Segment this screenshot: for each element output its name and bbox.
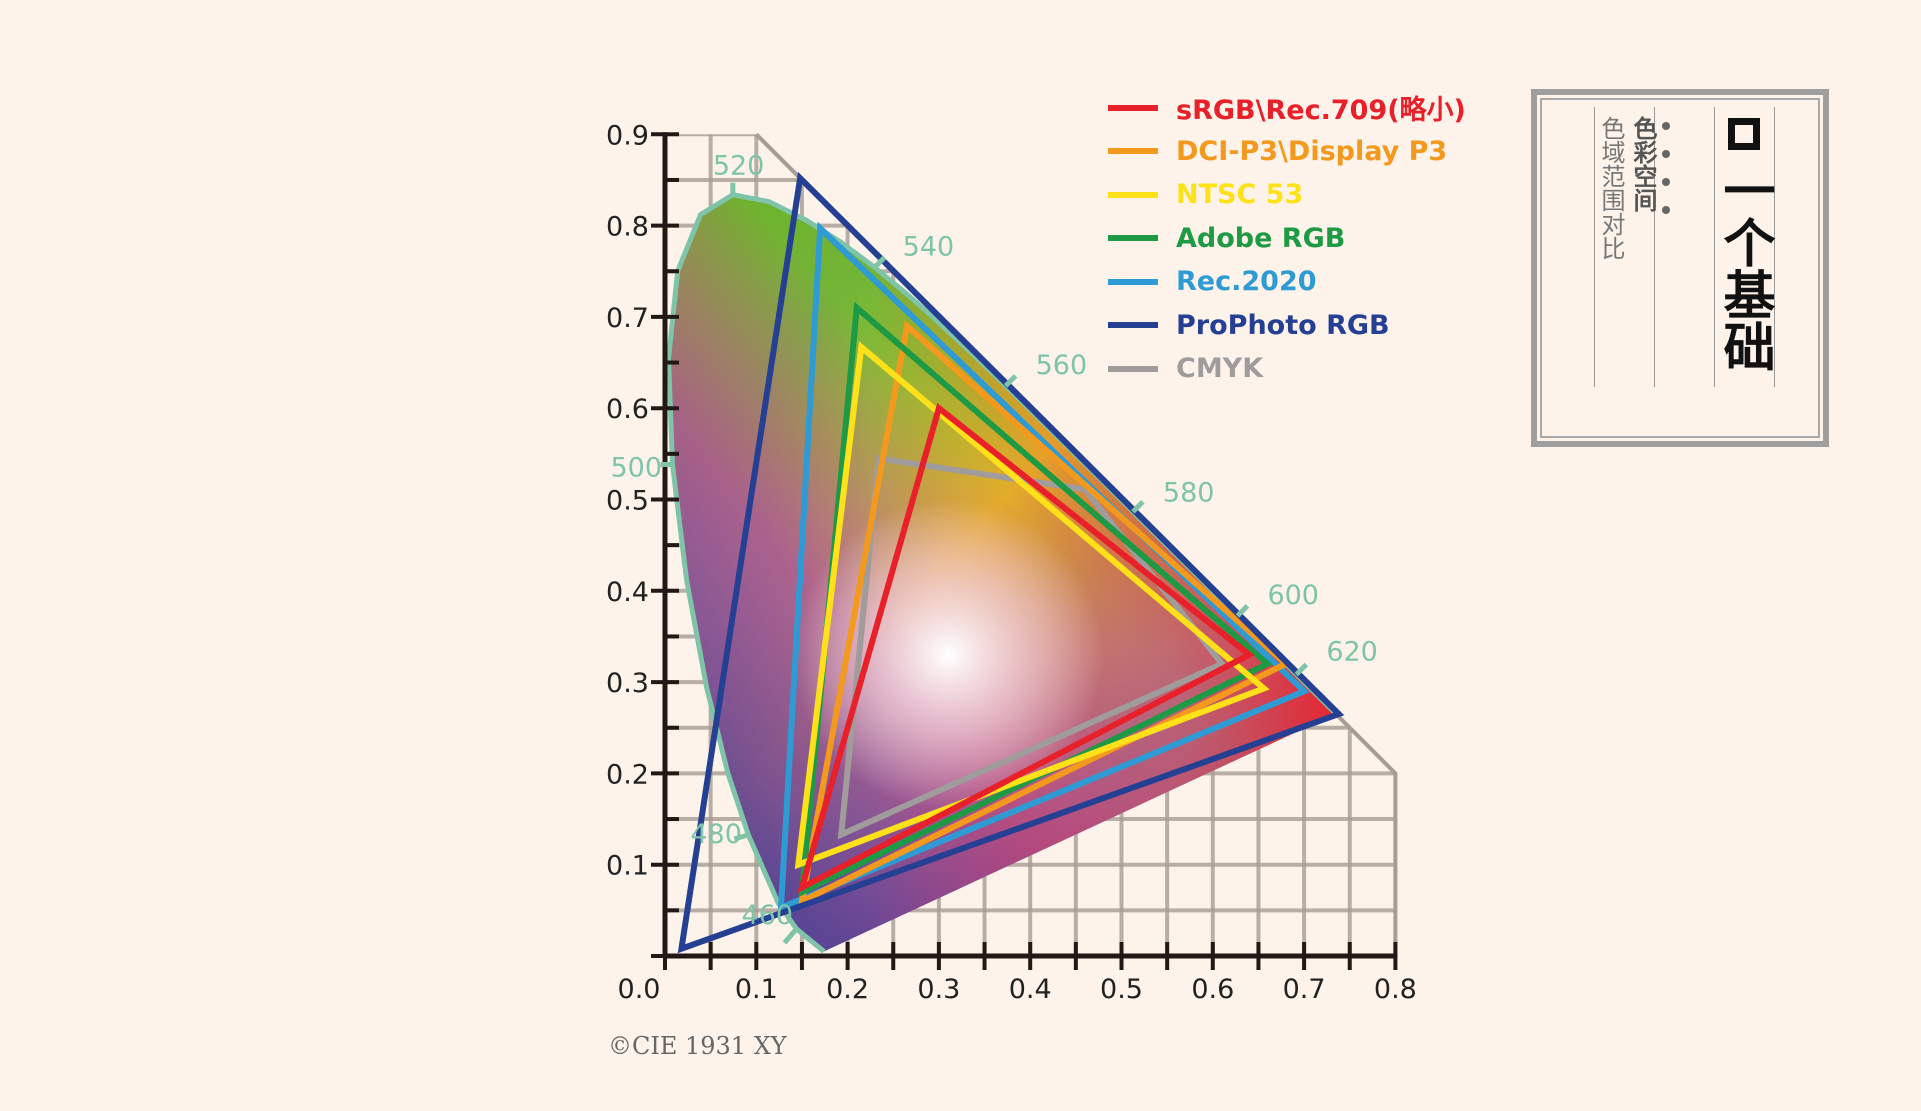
column-divider bbox=[1774, 107, 1775, 387]
wavelength-label-500: 500 bbox=[610, 452, 662, 483]
y-tick-label: 0.1 bbox=[606, 851, 649, 882]
square-mark-icon bbox=[1728, 118, 1760, 150]
wavelength-tick bbox=[872, 255, 887, 270]
x-tick-label: 0.1 bbox=[735, 974, 778, 1005]
y-tick-label: 0.4 bbox=[606, 577, 649, 608]
legend-item: Adobe RGB bbox=[1108, 217, 1466, 261]
x-tick-label: 0.5 bbox=[1100, 974, 1143, 1005]
column-divider bbox=[1654, 107, 1655, 387]
legend-label: ProPhoto RGB bbox=[1176, 309, 1390, 341]
gamut-triangles bbox=[677, 171, 1345, 954]
legend-item: CMYK bbox=[1108, 347, 1466, 391]
legend-swatch bbox=[1108, 365, 1158, 372]
legend-label: DCI-P3\Display P3 bbox=[1176, 135, 1448, 167]
y-tick-label: 0.5 bbox=[606, 486, 649, 517]
wavelength-tick bbox=[733, 832, 750, 842]
wavelength-label-560: 560 bbox=[1036, 350, 1088, 381]
wavelength-label-460: 460 bbox=[741, 900, 793, 931]
column-divider bbox=[1594, 107, 1595, 387]
legend-label: Adobe RGB bbox=[1176, 222, 1346, 254]
x-tick-label: 0.8 bbox=[1374, 974, 1417, 1005]
y-tick-label: 0.7 bbox=[606, 303, 649, 334]
y-tick-label: 0.6 bbox=[606, 394, 649, 425]
wavelength-tick bbox=[1003, 374, 1018, 388]
panel-title: 一个基础 bbox=[1714, 118, 1775, 372]
x-tick-label: 0.0 bbox=[618, 974, 661, 1005]
bullet-dot-icon bbox=[1662, 178, 1670, 186]
wavelength-tick bbox=[782, 927, 799, 945]
x-tick-label: 0.3 bbox=[917, 974, 960, 1005]
wavelength-tick bbox=[1294, 662, 1309, 677]
legend-label: NTSC 53 bbox=[1176, 179, 1304, 211]
bullet-dot-icon bbox=[1662, 206, 1670, 214]
legend-swatch bbox=[1108, 322, 1158, 329]
wavelength-tick bbox=[1131, 499, 1145, 514]
credit-text: ©CIE 1931 XY bbox=[608, 1032, 787, 1060]
wavelength-label-580: 580 bbox=[1163, 478, 1215, 509]
gamut-prophoto-rgb bbox=[677, 171, 1345, 954]
wavelength-tick bbox=[1235, 604, 1250, 618]
legend-swatch bbox=[1108, 191, 1158, 198]
wavelength-label-540: 540 bbox=[903, 231, 955, 262]
y-tick-label: 0.2 bbox=[606, 759, 649, 790]
bullet-dot-icon bbox=[1662, 150, 1670, 158]
gamut-rec-2020 bbox=[777, 221, 1310, 913]
legend-swatch bbox=[1108, 148, 1158, 155]
legend-label: sRGB\Rec.709(略小) bbox=[1176, 95, 1466, 127]
title-panel: 一个基础 色彩空间 色域范围对比 bbox=[1531, 89, 1829, 447]
gamut-srgb-rec-709- bbox=[797, 403, 1255, 894]
legend-item: Rec.2020 bbox=[1108, 260, 1466, 304]
panel-subtitle: 色彩空间 bbox=[1629, 116, 1658, 212]
panel-inner-border: 一个基础 色彩空间 色域范围对比 bbox=[1540, 98, 1820, 438]
legend-item: ProPhoto RGB bbox=[1108, 304, 1466, 348]
legend: sRGB\Rec.709(略小) DCI-P3\Display P3 NTSC 53… bbox=[1108, 86, 1466, 391]
x-tick-label: 0.4 bbox=[1009, 974, 1052, 1005]
panel-subtitle-2: 色域范围对比 bbox=[1597, 116, 1625, 260]
legend-label: Rec.2020 bbox=[1176, 266, 1317, 298]
bullet-dot-icon bbox=[1662, 122, 1670, 130]
gamut-dci-p3-display-p3 bbox=[797, 320, 1292, 907]
x-tick-label: 0.2 bbox=[826, 974, 869, 1005]
wavelength-label-620: 620 bbox=[1326, 637, 1378, 668]
wavelength-label-480: 480 bbox=[690, 819, 742, 850]
gradient-white-point bbox=[792, 499, 1104, 810]
legend-item: NTSC 53 bbox=[1108, 173, 1466, 217]
legend-swatch bbox=[1108, 278, 1158, 285]
x-tick-label: 0.7 bbox=[1283, 974, 1326, 1005]
gamut-ntsc-53 bbox=[794, 341, 1270, 870]
legend-label: CMYK bbox=[1176, 353, 1264, 385]
wavelength-label-520: 520 bbox=[713, 151, 765, 182]
x-tick-label: 0.6 bbox=[1191, 974, 1234, 1005]
column-divider bbox=[1714, 107, 1715, 387]
legend-item: sRGB\Rec.709(略小) bbox=[1108, 86, 1466, 130]
y-tick-label: 0.3 bbox=[606, 668, 649, 699]
panel-title-text: 一个基础 bbox=[1714, 164, 1775, 372]
y-tick-label: 0.8 bbox=[606, 212, 649, 243]
legend-swatch bbox=[1108, 104, 1158, 111]
y-tick-label: 0.9 bbox=[606, 120, 649, 151]
legend-item: DCI-P3\Display P3 bbox=[1108, 130, 1466, 174]
axes: 0.0 0.1 0.2 0.3 0.4 0.5 0.6 0.7 0.8 0.1 0.2 0.3 0.4 0… bbox=[606, 120, 1417, 1005]
legend-swatch bbox=[1108, 235, 1158, 242]
wavelength-label-600: 600 bbox=[1267, 580, 1319, 611]
